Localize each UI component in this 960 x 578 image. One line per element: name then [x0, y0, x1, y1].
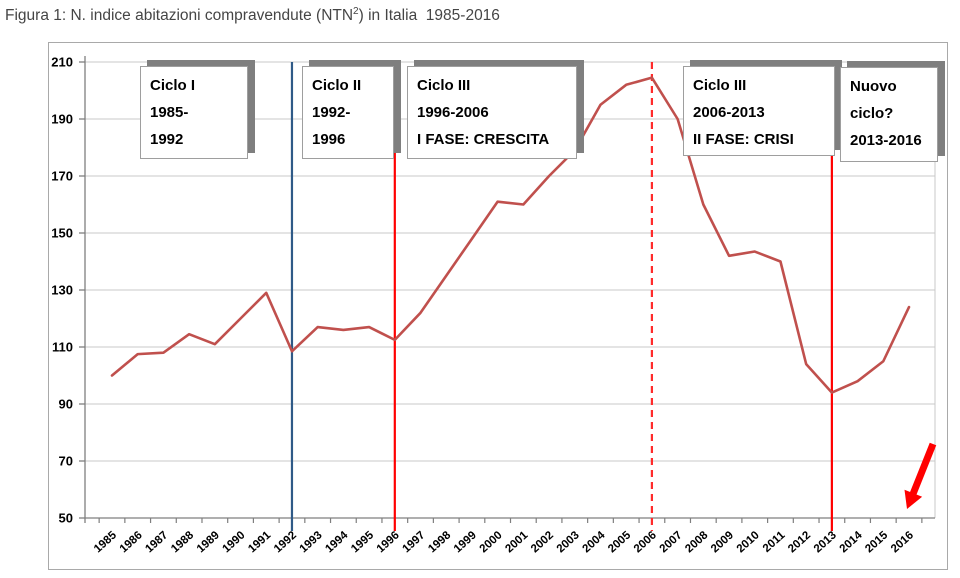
x-axis-label-2004: 2004 [580, 529, 607, 555]
annotation-text: ciclo? [850, 105, 894, 122]
x-axis-label-2010: 2010 [735, 529, 762, 555]
x-axis-label-1990: 1990 [221, 529, 248, 555]
x-axis-label-2012: 2012 [786, 529, 813, 555]
x-axis-label-1995: 1995 [349, 529, 376, 555]
x-axis-label-2011: 2011 [761, 529, 788, 555]
x-axis-label-2000: 2000 [478, 529, 505, 555]
annotation-box-ciclo-3-crisi: Ciclo III 2006-2013 II FASE: CRISI [683, 66, 835, 156]
x-axis-label-1987: 1987 [143, 529, 170, 555]
x-axis-label-1986: 1986 [118, 529, 145, 555]
x-axis-label-1991: 1991 [246, 529, 273, 555]
y-axis-label-130: 130 [51, 283, 73, 298]
annotation-text: 1996-2006 [417, 104, 489, 121]
x-axis-label-2009: 2009 [709, 529, 736, 555]
annotation-text: Ciclo II [312, 77, 362, 94]
y-axis-label-110: 110 [52, 340, 73, 355]
annotation-text: Ciclo III [693, 77, 747, 94]
annotation-text: 1996 [312, 131, 346, 148]
annotation-text: Ciclo III [417, 77, 471, 94]
annotation-box-nuovo-ciclo: Nuovo ciclo? 2013-2016 [840, 67, 938, 162]
x-axis-label-2016: 2016 [889, 529, 916, 555]
x-axis-label-1996: 1996 [375, 529, 402, 555]
x-axis-label-2002: 2002 [529, 529, 556, 555]
x-axis-label-1988: 1988 [169, 529, 196, 555]
x-axis-label-2007: 2007 [658, 529, 685, 555]
annotation-text: II FASE: CRISI [693, 131, 794, 148]
y-axis-label-190: 190 [51, 112, 73, 127]
figure-title-superscript: 2 [353, 6, 359, 17]
figure-title-suffix: ) in Italia 1985-2016 [358, 7, 500, 25]
annotation-box-ciclo-1: Ciclo I 1985- 1992 [140, 66, 248, 159]
x-axis-label-2005: 2005 [606, 529, 633, 555]
annotation-text: 1992- [312, 104, 351, 121]
annotation-box-ciclo-3-crescita: Ciclo III 1996-2006 I FASE: CRESCITA [407, 66, 577, 159]
annotation-box-ciclo-2: Ciclo II 1992- 1996 [302, 66, 394, 159]
annotation-text: I FASE: CRESCITA [417, 131, 550, 148]
trend-arrow-shaft [908, 442, 937, 498]
x-axis-label-1992: 1992 [272, 529, 299, 555]
annotation-text: 1985- [150, 104, 189, 121]
y-axis-label-50: 50 [59, 511, 73, 526]
x-axis-label-1999: 1999 [452, 529, 479, 555]
x-axis-label-1994: 1994 [323, 529, 350, 555]
figure-title-text: Figura 1: N. indice abitazioni compraven… [5, 7, 354, 25]
x-axis-label-2013: 2013 [812, 529, 839, 555]
x-axis-label-1998: 1998 [426, 529, 453, 555]
annotation-text: Nuovo [850, 78, 897, 95]
x-axis-label-2003: 2003 [555, 529, 582, 555]
x-axis-label-1989: 1989 [195, 529, 222, 555]
y-axis-label-210: 210 [51, 55, 73, 70]
y-axis-label-170: 170 [51, 169, 73, 184]
figure-title: Figura 1: N. indice abitazioni compraven… [5, 6, 500, 25]
y-axis-label-70: 70 [59, 454, 73, 469]
x-axis-label-2014: 2014 [838, 529, 865, 555]
ntn-index-line [110, 76, 911, 394]
annotation-text: Ciclo I [150, 77, 196, 94]
annotation-text: 1992 [150, 131, 184, 148]
annotation-text: 2006-2013 [693, 104, 765, 121]
y-axis-label-90: 90 [59, 397, 73, 412]
x-axis-label-1993: 1993 [298, 529, 325, 555]
annotation-text: 2013-2016 [850, 132, 922, 149]
x-axis-label-1985: 1985 [92, 529, 119, 555]
x-axis-label-1997: 1997 [400, 529, 427, 555]
x-axis-label-2001: 2001 [503, 529, 530, 555]
x-axis-label-2006: 2006 [632, 529, 659, 555]
y-axis-label-150: 150 [51, 226, 73, 241]
x-axis-label-2008: 2008 [683, 529, 710, 555]
x-axis-label-2015: 2015 [863, 529, 890, 555]
trend-arrow-head [904, 489, 923, 509]
